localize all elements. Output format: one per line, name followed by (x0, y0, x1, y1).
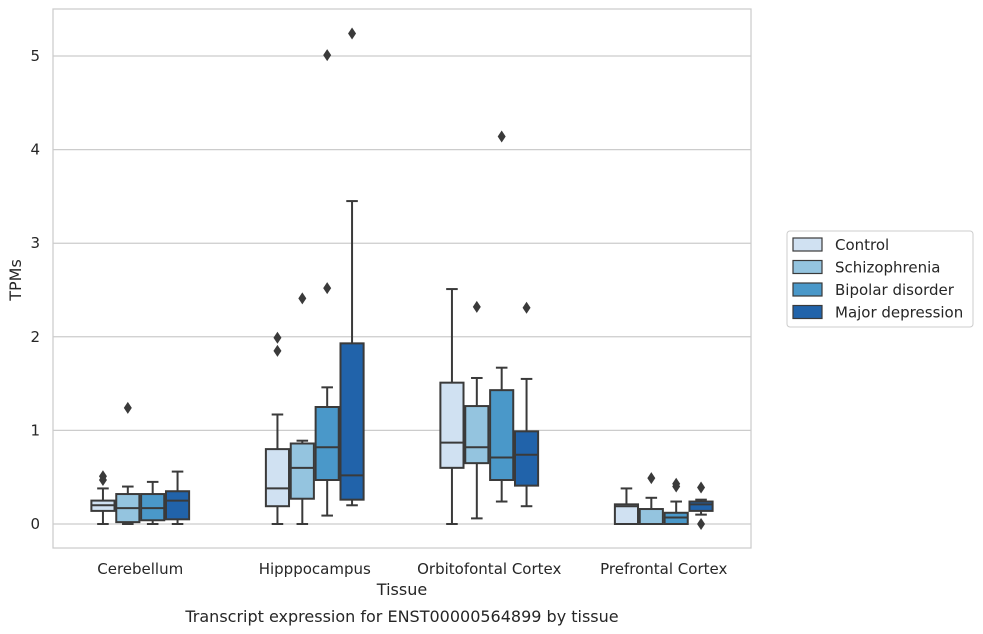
x-axis-label: Tissue (376, 580, 427, 599)
box-major-depression (513, 301, 540, 508)
legend-swatch (792, 282, 823, 297)
y-tick-label: 3 (30, 234, 40, 252)
y-axis-label: TPMs (6, 259, 25, 302)
legend-frame (786, 230, 974, 328)
legend-entry: Bipolar disorder (835, 281, 955, 299)
legend-swatch (792, 259, 823, 275)
y-tick-label: 5 (30, 47, 40, 65)
x-tick-label: Hipppocampus (259, 560, 371, 578)
box-series-group (90, 27, 714, 530)
box-schizophrenia (638, 472, 664, 525)
box-bipolar-disorder (314, 49, 340, 517)
y-tick-labels: 0 1 2 3 4 5 (30, 47, 40, 533)
outlier-point (497, 130, 506, 143)
x-tick-labels: Cerebellum Hipppocampus Orbitofontal Corte… (97, 560, 727, 578)
y-tick-label: 0 (30, 515, 40, 533)
x-tick-label: Prefrontal Cortex (600, 560, 727, 578)
outlier-point (323, 49, 332, 62)
legend-swatch (792, 304, 823, 320)
box-iqr (688, 500, 714, 512)
x-tick-label: Cerebellum (97, 560, 183, 578)
box-control (90, 470, 116, 525)
box-schizophrenia (115, 401, 141, 525)
box-control (264, 331, 291, 525)
box-iqr (638, 508, 664, 525)
y-tick-label: 2 (30, 328, 40, 346)
outlier-point (697, 518, 706, 530)
chart-caption: Transcript expression for ENST0000056489… (184, 607, 618, 626)
outlier-point (522, 301, 531, 314)
y-gridlines (53, 55, 751, 525)
outlier-point (323, 282, 332, 295)
outlier-point (672, 477, 681, 490)
box-major-depression (339, 27, 365, 507)
box-iqr (489, 389, 515, 482)
outlier-point (697, 481, 706, 494)
legend: Control Schizophrenia Bipolar disorder Majo… (786, 230, 974, 328)
outlier-point (98, 470, 107, 483)
box-schizophrenia (289, 292, 315, 525)
box-major-depression (688, 481, 714, 530)
legend-swatch (792, 237, 823, 252)
box-iqr (439, 381, 465, 469)
box-iqr (513, 430, 540, 487)
box-iqr (339, 342, 365, 501)
box-iqr (289, 442, 315, 500)
outlier-point (298, 292, 307, 305)
outlier-point (647, 472, 656, 485)
y-tick-label: 4 (30, 141, 40, 159)
outlier-point (348, 27, 357, 40)
y-tick-label: 1 (30, 421, 40, 439)
outlier-point (472, 300, 481, 313)
legend-entry: Control (835, 236, 889, 254)
box-major-depression (164, 470, 191, 525)
legend-entry: Schizophrenia (835, 259, 940, 277)
box-control (613, 487, 640, 525)
box-schizophrenia (464, 300, 490, 520)
box-bipolar-disorder (140, 480, 166, 525)
box-iqr (314, 406, 340, 482)
plot-area-frame (52, 8, 752, 549)
box-bipolar-disorder (489, 130, 515, 503)
box-iqr (264, 448, 291, 508)
outlier-point (273, 331, 282, 344)
x-tick-label: Orbitofontal Cortex (417, 560, 561, 578)
outlier-point (273, 344, 282, 357)
box-iqr (164, 490, 191, 521)
box-control (439, 288, 465, 525)
legend-entry: Major depression (835, 304, 963, 322)
box-bipolar-disorder (663, 477, 689, 526)
outlier-point (123, 401, 132, 414)
box-iqr (464, 405, 490, 465)
box-iqr (613, 503, 640, 525)
